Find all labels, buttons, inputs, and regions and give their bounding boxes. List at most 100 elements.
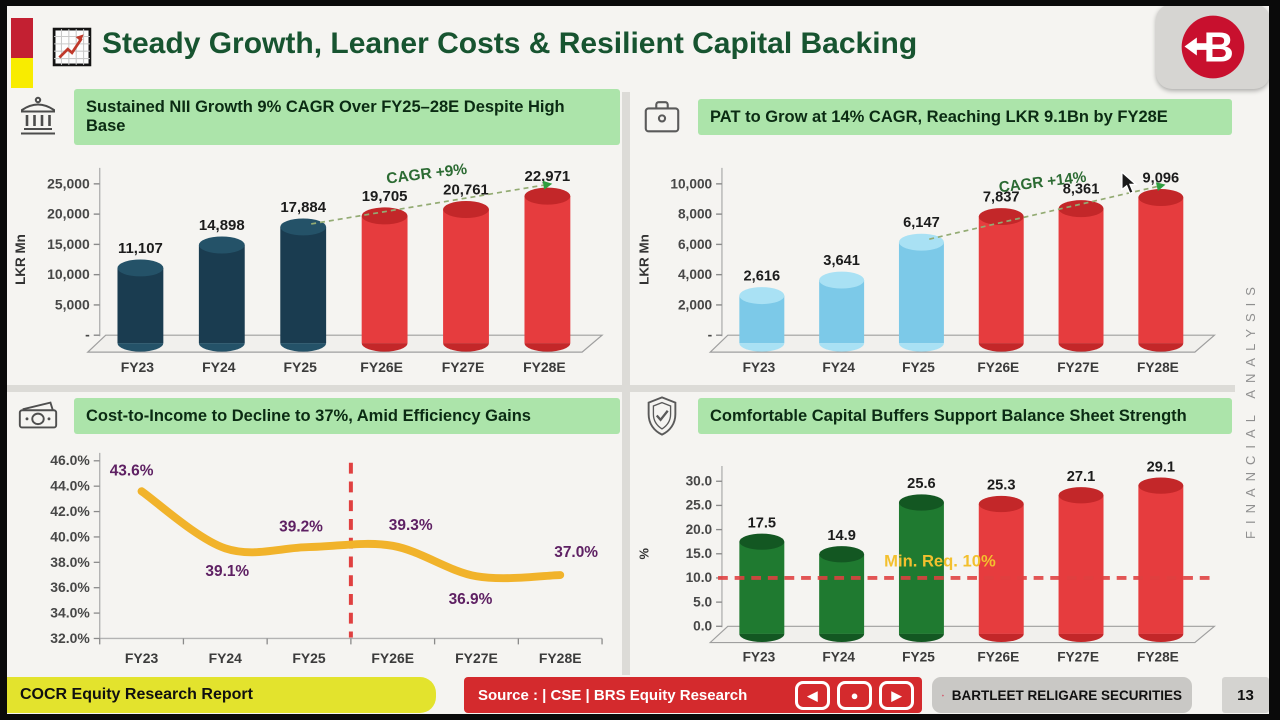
svg-text:FY24: FY24 <box>209 650 243 666</box>
svg-text:4,000: 4,000 <box>678 266 713 282</box>
svg-text:Min. Req. 10%: Min. Req. 10% <box>884 553 996 571</box>
svg-text:6,147: 6,147 <box>903 215 940 231</box>
svg-text:15,000: 15,000 <box>47 236 90 252</box>
svg-text:FY26E: FY26E <box>977 359 1019 375</box>
svg-text:20,000: 20,000 <box>47 206 90 222</box>
svg-text:FY26E: FY26E <box>360 359 403 375</box>
svg-text:14,898: 14,898 <box>199 217 245 234</box>
pat-chart-svg: - 2,000 4,000 6,000 8,000 10,000 LKR Mn 2,616 3,… <box>637 167 1217 375</box>
divider-vertical <box>622 92 630 675</box>
svg-text:FY27E: FY27E <box>1057 650 1099 665</box>
svg-text:FY26E: FY26E <box>371 650 414 666</box>
frame-edge-right <box>1269 0 1280 720</box>
svg-text:FY23: FY23 <box>743 359 776 375</box>
footer-brand-label: BARTLEET RELIGARE SECURITIES <box>951 687 1182 703</box>
footer-source-bar: Source : | CSE | BRS Equity Research ◀ ●… <box>464 677 922 713</box>
svg-text:22,971: 22,971 <box>525 168 571 185</box>
capital-chart-svg: 0.0 5.0 10.0 15.0 20.0 25.0 30.0% 17.5 14.9 25.6 2… <box>637 459 1217 665</box>
mouse-cursor-icon <box>1120 170 1139 196</box>
svg-text:LKR Mn: LKR Mn <box>13 234 28 285</box>
svg-text:FY27E: FY27E <box>442 359 485 375</box>
panel-pat-growth: PAT to Grow at 14% CAGR, Reaching LKR 9.… <box>634 94 1232 385</box>
svg-text:25,000: 25,000 <box>47 175 90 191</box>
svg-text:10,000: 10,000 <box>47 266 90 282</box>
svg-text:8,000: 8,000 <box>678 205 713 221</box>
cash-icon <box>14 394 62 438</box>
svg-text:2,616: 2,616 <box>744 269 781 285</box>
svg-text:43.6%: 43.6% <box>110 463 154 480</box>
svg-text:FY24: FY24 <box>202 359 236 375</box>
svg-text:5,000: 5,000 <box>55 296 90 312</box>
svg-text:27.1: 27.1 <box>1067 469 1096 485</box>
svg-text:%: % <box>637 548 652 560</box>
svg-text:FY28E: FY28E <box>1137 650 1179 665</box>
page-number: 13 <box>1222 677 1269 713</box>
svg-text:20,761: 20,761 <box>443 182 489 199</box>
svg-text:B: B <box>943 694 944 696</box>
accent-bars <box>11 18 33 88</box>
svg-text:36.0%: 36.0% <box>50 579 90 595</box>
divider-horizontal <box>7 385 1235 392</box>
svg-text:15.0: 15.0 <box>686 546 713 561</box>
nii-chart-svg: - 5,000 10,000 15,000 20,000 25,000 LKR Mn 11,1… <box>13 161 604 375</box>
svg-text:20.0: 20.0 <box>686 522 713 537</box>
svg-text:LKR Mn: LKR Mn <box>637 234 652 285</box>
panel-title-banner: PAT to Grow at 14% CAGR, Reaching LKR 9.… <box>698 98 1232 136</box>
svg-text:37.0%: 37.0% <box>554 544 598 561</box>
nav-stop-button[interactable]: ● <box>837 680 872 710</box>
svg-text:36.9%: 36.9% <box>449 591 493 608</box>
page-title: Steady Growth, Leaner Costs & Resilient … <box>102 27 918 60</box>
footer-bar: COCR Equity Research Report Source : | C… <box>0 676 1280 714</box>
svg-text:30.0: 30.0 <box>686 474 713 489</box>
panel-pat-header: PAT to Grow at 14% CAGR, Reaching LKR 9.… <box>634 94 1232 140</box>
svg-text:39.1%: 39.1% <box>205 563 249 580</box>
svg-text:17,884: 17,884 <box>280 199 326 216</box>
svg-text:39.2%: 39.2% <box>279 518 323 535</box>
frame-edge-left <box>0 0 7 720</box>
nav-next-button[interactable]: ▶ <box>879 680 914 710</box>
svg-text:2,000: 2,000 <box>678 296 713 312</box>
bank-icon <box>14 95 62 139</box>
chart-icon <box>52 27 92 67</box>
svg-text:25.3: 25.3 <box>987 478 1016 494</box>
panel-cost-to-income: Cost-to-Income to Decline to 37%, Amid E… <box>10 393 620 674</box>
svg-text:14.9: 14.9 <box>827 528 856 544</box>
svg-text:6,000: 6,000 <box>678 236 713 252</box>
frame-edge-top <box>0 0 1280 6</box>
capital-bar-chart: 0.0 5.0 10.0 15.0 20.0 25.0 30.0% 17.5 14.9 25.6 2… <box>634 445 1232 674</box>
footer-report-label: COCR Equity Research Report <box>2 677 436 713</box>
svg-text:3,641: 3,641 <box>823 253 860 269</box>
panel-title-banner: Comfortable Capital Buffers Support Bala… <box>698 397 1232 435</box>
panel-nii-header: Sustained NII Growth 9% CAGR Over FY25–2… <box>10 89 620 145</box>
svg-text:FY28E: FY28E <box>1137 359 1179 375</box>
svg-text:34.0%: 34.0% <box>50 605 90 621</box>
briefcase-icon <box>638 95 686 139</box>
bartleet-logo-icon: B <box>1181 15 1245 78</box>
svg-text:FY24: FY24 <box>822 650 855 665</box>
accent-red-square <box>11 18 33 58</box>
svg-text:FY23: FY23 <box>743 650 776 665</box>
svg-text:29.1: 29.1 <box>1147 459 1176 475</box>
svg-text:46.0%: 46.0% <box>50 452 90 468</box>
shield-check-icon <box>638 394 686 438</box>
footer-brand-pill: B BARTLEET RELIGARE SECURITIES <box>932 677 1192 713</box>
panel-nii-growth: Sustained NII Growth 9% CAGR Over FY25–2… <box>10 89 620 385</box>
svg-text:44.0%: 44.0% <box>50 478 90 494</box>
svg-text:FY23: FY23 <box>125 650 159 666</box>
panel-title-banner: Sustained NII Growth 9% CAGR Over FY25–2… <box>74 89 620 145</box>
svg-text:11,107: 11,107 <box>118 240 163 257</box>
svg-text:39.3%: 39.3% <box>389 517 433 534</box>
svg-text:FY23: FY23 <box>121 359 155 375</box>
svg-text:9,096: 9,096 <box>1143 170 1180 186</box>
svg-text:40.0%: 40.0% <box>50 528 90 544</box>
svg-text:25.0: 25.0 <box>686 498 713 513</box>
svg-text:5.0: 5.0 <box>693 595 712 610</box>
svg-text:10,000: 10,000 <box>670 175 712 191</box>
nav-prev-button[interactable]: ◀ <box>795 680 830 710</box>
panel-capital-header: Comfortable Capital Buffers Support Bala… <box>634 393 1232 439</box>
svg-text:FY27E: FY27E <box>455 650 498 666</box>
svg-text:-: - <box>85 327 90 343</box>
svg-text:FY25: FY25 <box>902 359 935 375</box>
pat-bar-chart: - 2,000 4,000 6,000 8,000 10,000 LKR Mn 2,616 3,… <box>634 146 1232 385</box>
